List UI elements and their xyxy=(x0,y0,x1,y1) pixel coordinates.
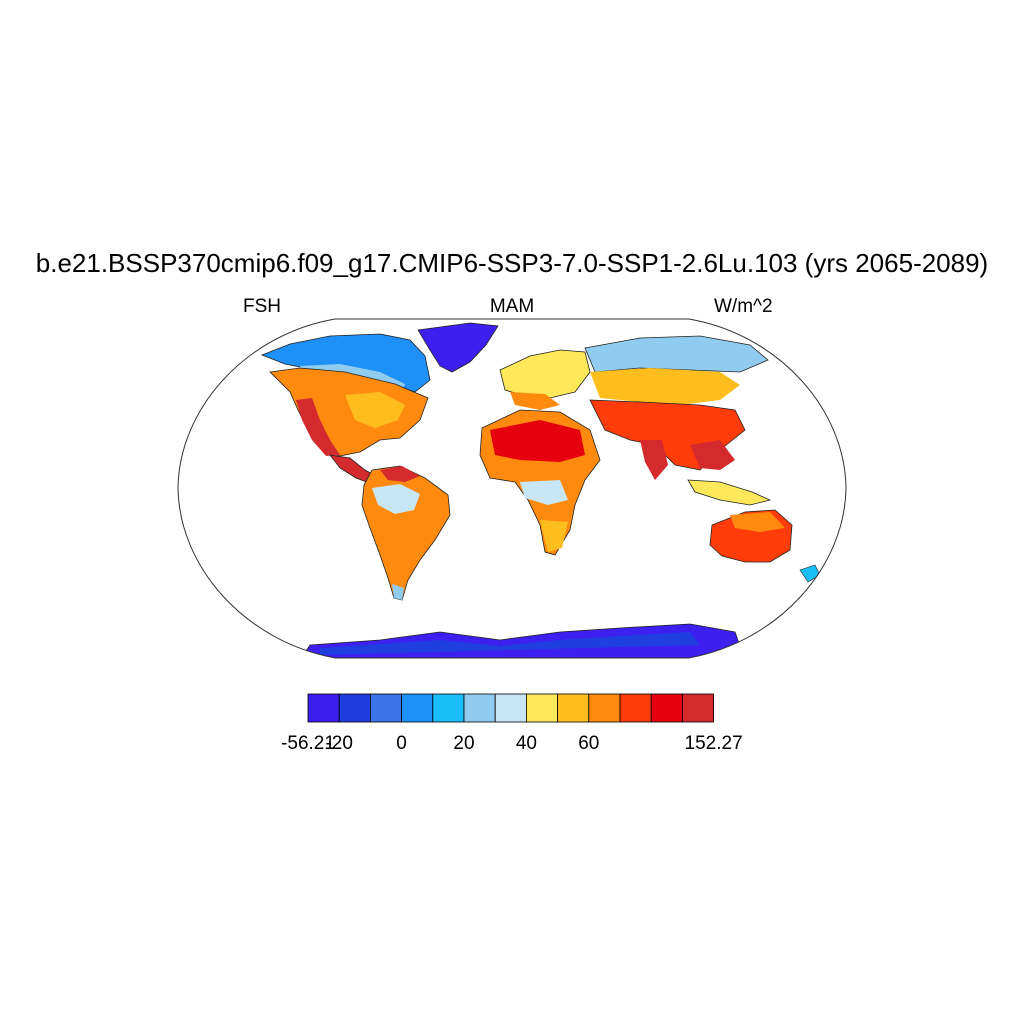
amazon-basin xyxy=(372,484,420,514)
colorbar-swatch-0 xyxy=(307,693,340,723)
new-zealand xyxy=(799,564,821,583)
colorbar-swatch-6 xyxy=(494,693,527,723)
sahara xyxy=(490,420,585,462)
colorbar-label: 40 xyxy=(515,733,537,754)
colorbar-swatch-11 xyxy=(650,693,683,723)
colorbar-swatch-4 xyxy=(432,693,465,723)
australia-north xyxy=(730,512,785,532)
plot-title: b.e21.BSSP370cmip6.f09_g17.CMIP6-SSP3-7.… xyxy=(35,248,989,278)
europe xyxy=(499,349,591,399)
south-africa xyxy=(540,520,568,552)
map-fill-layer xyxy=(260,322,821,658)
colorbar xyxy=(307,693,715,723)
colorbar-swatch-7 xyxy=(526,693,559,723)
colorbar-swatch-8 xyxy=(557,693,590,723)
central-africa xyxy=(520,480,568,505)
greenland-region xyxy=(417,322,499,373)
colorbar-swatch-2 xyxy=(369,693,402,723)
colorbar-swatch-10 xyxy=(619,693,652,723)
india xyxy=(640,440,668,480)
colorbar-swatch-9 xyxy=(588,693,621,723)
europe-south xyxy=(510,392,560,410)
colorbar-swatch-12 xyxy=(682,693,715,723)
central-asia xyxy=(590,368,740,405)
map-boundary xyxy=(177,318,847,659)
siberia xyxy=(584,335,769,373)
colorbar-swatch-5 xyxy=(463,693,496,723)
north-america-west xyxy=(296,398,340,456)
colorbar-label: 152.27 xyxy=(684,733,743,754)
colorbar-label: -56.21 xyxy=(281,733,335,754)
antarctica-coast xyxy=(320,632,700,655)
variable-label: FSH xyxy=(243,296,281,317)
colorbar-label: 20 xyxy=(453,733,475,754)
south-america-north xyxy=(380,466,420,482)
colorbar-label: -20 xyxy=(325,733,353,754)
south-america-tip xyxy=(392,584,404,600)
colorbar-swatch-1 xyxy=(338,693,371,723)
colorbar-swatch-3 xyxy=(401,693,434,723)
south-america xyxy=(361,465,451,601)
indonesia xyxy=(687,479,772,506)
colorbar-label: 60 xyxy=(578,733,600,754)
colorbar-label: 0 xyxy=(396,733,407,754)
units-label: W/m^2 xyxy=(714,296,773,317)
season-label: MAM xyxy=(489,296,535,317)
southeast-asia xyxy=(690,440,735,470)
north-america-east xyxy=(345,392,405,428)
